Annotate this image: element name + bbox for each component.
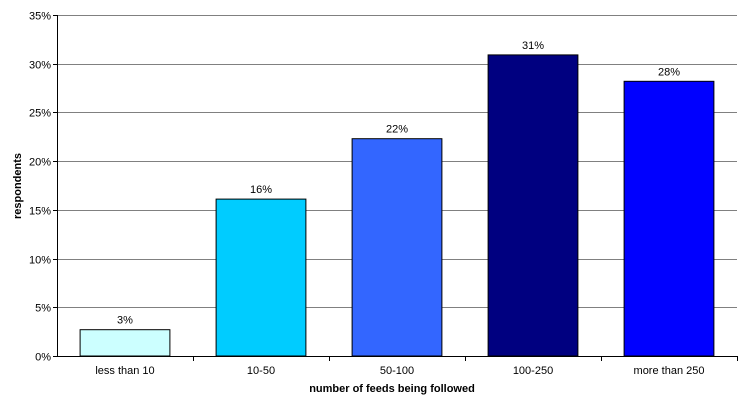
data-label: 16% [250,184,272,196]
y-tick-label: 20% [29,157,51,169]
data-label: 31% [522,40,544,52]
x-tick-label: more than 250 [634,365,705,377]
y-tick-label: 25% [29,108,51,120]
y-tick-label: 10% [29,255,51,267]
x-axis-title: number of feeds being followed [309,383,475,395]
x-tick-label: less than 10 [95,365,154,377]
bar [623,80,715,357]
bar [487,54,579,357]
data-labels: 3% 16% 22% 31% 28% [117,40,680,327]
bar [79,329,171,357]
y-tick-label: 15% [29,206,51,218]
x-tick-label: 50-100 [380,365,414,377]
y-tick-label: 35% [29,11,51,23]
y-tick-label: 30% [29,60,51,72]
y-axis-title: respondents [12,153,24,219]
data-label: 3% [117,315,133,327]
data-label: 22% [386,124,408,136]
bars [79,54,715,357]
y-tick-label: 0% [35,352,51,364]
bar [215,198,307,357]
x-tick-label: 100-250 [513,365,553,377]
tick-labels: 0% 5% 10% 15% 20% 25% 30% 35% less than 10 10-50 5… [29,11,705,378]
bar [351,138,443,357]
x-tick-label: 10-50 [247,365,275,377]
y-tick-label: 5% [35,303,51,315]
data-label: 28% [658,66,680,78]
